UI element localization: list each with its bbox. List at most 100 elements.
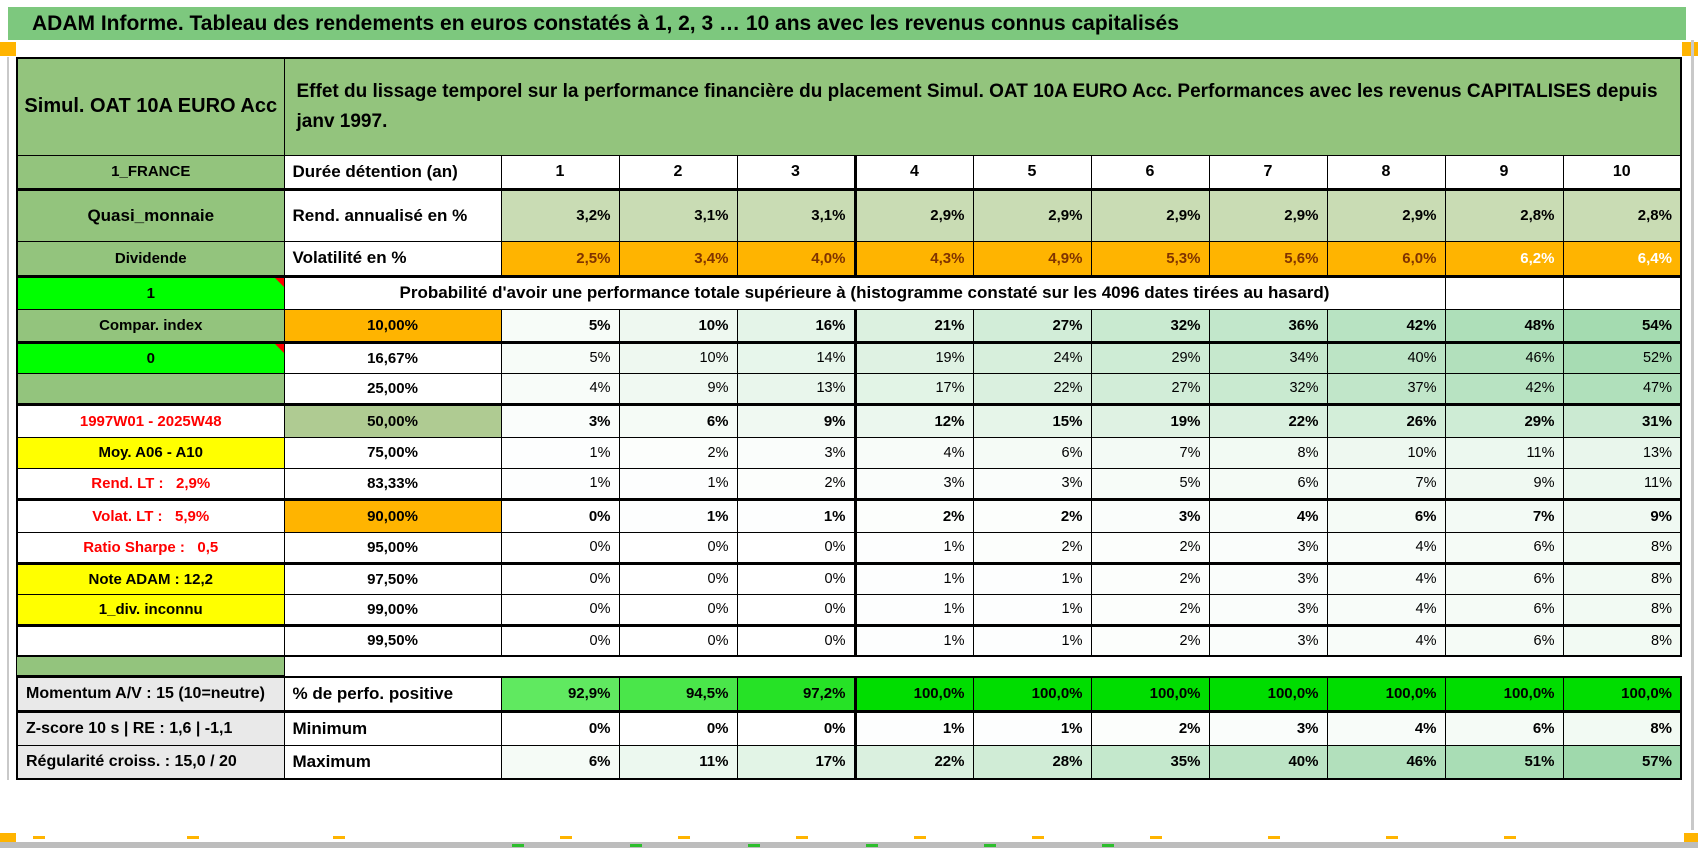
probability-cell[interactable]: 5% [500, 341, 620, 374]
probability-cell[interactable]: 1% [854, 531, 974, 565]
maximum-cell[interactable]: 17% [736, 744, 857, 780]
maximum-cell[interactable]: 40% [1208, 744, 1328, 780]
probability-cell[interactable]: 16% [736, 308, 857, 344]
row-header-cell[interactable]: Moy. A06 - A10 [16, 436, 285, 469]
probability-cell[interactable]: 7% [1090, 436, 1210, 469]
maximum-cell[interactable]: 6% [500, 744, 620, 780]
probability-cell[interactable]: 10% [618, 308, 738, 344]
maximum-cell[interactable]: 57% [1562, 744, 1682, 780]
maximum-cell[interactable]: 22% [854, 744, 974, 780]
empty-cell[interactable] [1444, 275, 1564, 310]
probability-cell[interactable]: 1% [972, 562, 1092, 595]
probability-caption-cell[interactable]: Probabilité d'avoir une performance tota… [283, 275, 1446, 310]
probability-cell[interactable]: 47% [1562, 372, 1682, 406]
row-header-quasi-monnaie[interactable]: Quasi_monnaie [16, 188, 285, 242]
row-label-rendement[interactable]: Rend. annualisé en % [283, 188, 502, 242]
probability-cell[interactable]: 8% [1562, 624, 1682, 657]
row-header-cell[interactable]: 1_div. inconnu [16, 593, 285, 627]
probability-cell[interactable]: 6% [1444, 593, 1564, 627]
threshold-cell[interactable]: 99,00% [283, 593, 502, 627]
minimum-cell[interactable]: 1% [972, 710, 1092, 746]
probability-cell[interactable]: 22% [972, 372, 1092, 406]
probability-cell[interactable]: 13% [736, 372, 857, 406]
probability-cell[interactable]: 42% [1326, 308, 1446, 344]
probability-cell[interactable]: 0% [736, 562, 857, 595]
probability-cell[interactable]: 2% [972, 531, 1092, 565]
probability-cell[interactable]: 32% [1090, 308, 1210, 344]
col-header-cell[interactable]: 7 [1208, 154, 1328, 191]
threshold-cell[interactable]: 50,00% [283, 403, 502, 438]
probability-cell[interactable]: 0% [618, 562, 738, 595]
perfo-positive-cell[interactable]: 100,0% [854, 676, 974, 713]
probability-cell[interactable]: 0% [736, 531, 857, 565]
probability-cell[interactable]: 2% [972, 498, 1092, 533]
col-header-cell[interactable]: 9 [1444, 154, 1564, 191]
probability-cell[interactable]: 27% [1090, 372, 1210, 406]
probability-cell[interactable]: 0% [500, 624, 620, 657]
probability-cell[interactable]: 8% [1562, 531, 1682, 565]
probability-cell[interactable]: 54% [1562, 308, 1682, 344]
probability-cell[interactable]: 34% [1208, 341, 1328, 374]
probability-cell[interactable]: 11% [1562, 467, 1682, 501]
probability-cell[interactable]: 52% [1562, 341, 1682, 374]
row-header-cell[interactable]: Ratio Sharpe : 0,5 [16, 531, 285, 565]
probability-cell[interactable]: 3% [972, 467, 1092, 501]
volatilite-cell[interactable]: 3,4% [618, 240, 738, 278]
volatilite-cell[interactable]: 2,5% [500, 240, 620, 278]
col-header-cell[interactable]: 4 [854, 154, 974, 191]
probability-cell[interactable]: 3% [500, 403, 620, 438]
row-label-perfo-positive[interactable]: % de perfo. positive [283, 676, 502, 713]
probability-cell[interactable]: 32% [1208, 372, 1328, 406]
probability-cell[interactable]: 1% [972, 624, 1092, 657]
threshold-cell[interactable]: 16,67% [283, 341, 502, 374]
probability-cell[interactable]: 0% [618, 624, 738, 657]
row-header-cell[interactable] [16, 372, 285, 406]
row-header-flag-one[interactable]: 1 [16, 275, 285, 310]
sheet-title-cell[interactable]: ADAM Informe. Tableau des rendements en … [8, 7, 1686, 40]
probability-cell[interactable]: 14% [736, 341, 857, 374]
minimum-cell[interactable]: 6% [1444, 710, 1564, 746]
probability-cell[interactable]: 7% [1444, 498, 1564, 533]
col-header-cell[interactable]: 3 [736, 154, 857, 191]
probability-cell[interactable]: 22% [1208, 403, 1328, 438]
volatilite-cell[interactable]: 6,4% [1562, 240, 1682, 278]
perfo-positive-cell[interactable]: 94,5% [618, 676, 738, 713]
probability-cell[interactable]: 26% [1326, 403, 1446, 438]
probability-cell[interactable]: 5% [1090, 467, 1210, 501]
row-header-regularite[interactable]: Régularité croiss. : 15,0 / 20 [16, 744, 285, 780]
row-header-cell[interactable]: Volat. LT : 5,9% [16, 498, 285, 533]
probability-cell[interactable]: 21% [854, 308, 974, 344]
probability-cell[interactable]: 4% [1326, 531, 1446, 565]
probability-cell[interactable]: 40% [1326, 341, 1446, 374]
threshold-cell[interactable]: 83,33% [283, 467, 502, 501]
volatilite-cell[interactable]: 4,0% [736, 240, 857, 278]
row-header-cell[interactable]: Note ADAM : 12,2 [16, 562, 285, 595]
volatilite-cell[interactable]: 5,6% [1208, 240, 1328, 278]
probability-cell[interactable]: 0% [500, 531, 620, 565]
threshold-cell[interactable]: 95,00% [283, 531, 502, 565]
probability-cell[interactable]: 0% [500, 562, 620, 595]
probability-cell[interactable]: 4% [1326, 562, 1446, 595]
probability-cell[interactable]: 2% [1090, 562, 1210, 595]
probability-cell[interactable]: 0% [618, 531, 738, 565]
perfo-positive-cell[interactable]: 100,0% [1444, 676, 1564, 713]
probability-cell[interactable]: 0% [618, 593, 738, 627]
rendement-cell[interactable]: 3,2% [500, 188, 620, 242]
minimum-cell[interactable]: 0% [618, 710, 738, 746]
probability-cell[interactable]: 7% [1326, 467, 1446, 501]
probability-cell[interactable]: 10% [1326, 436, 1446, 469]
probability-cell[interactable]: 2% [1090, 593, 1210, 627]
probability-cell[interactable]: 1% [854, 593, 974, 627]
probability-cell[interactable]: 8% [1562, 562, 1682, 595]
row-header-zscore[interactable]: Z-score 10 s | RE : 1,6 | -1,1 [16, 710, 285, 746]
col-header-cell[interactable]: 5 [972, 154, 1092, 191]
probability-cell[interactable]: 5% [500, 308, 620, 344]
col-header-cell[interactable]: 8 [1326, 154, 1446, 191]
probability-cell[interactable]: 19% [1090, 403, 1210, 438]
minimum-cell[interactable]: 1% [854, 710, 974, 746]
probability-cell[interactable]: 1% [618, 498, 738, 533]
probability-cell[interactable]: 11% [1444, 436, 1564, 469]
threshold-cell[interactable]: 75,00% [283, 436, 502, 469]
probability-cell[interactable]: 2% [1090, 624, 1210, 657]
probability-cell[interactable]: 6% [1326, 498, 1446, 533]
